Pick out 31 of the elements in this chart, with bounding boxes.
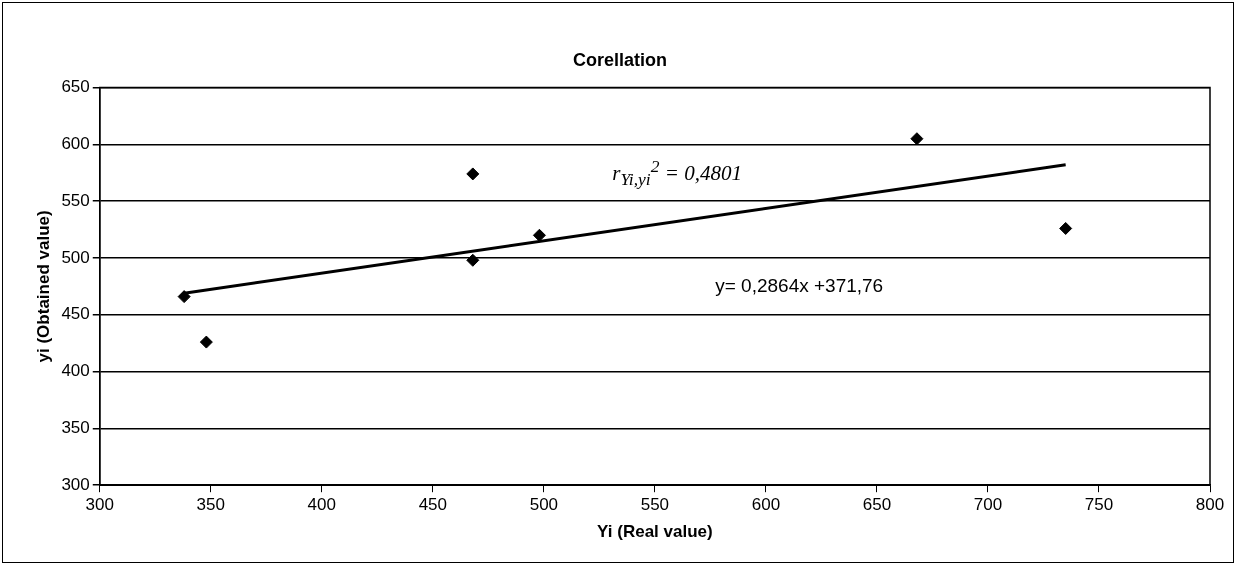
x-tick-label: 500: [529, 495, 559, 515]
point: [466, 253, 480, 267]
point: [466, 167, 480, 181]
x-tick-label: 600: [751, 495, 781, 515]
y-tick-label: 650: [61, 77, 90, 97]
x-tick-label: 700: [973, 495, 1003, 515]
x-tick-label: 750: [1084, 495, 1114, 515]
x-tick-label: 450: [418, 495, 448, 515]
annotation: r$_{Yi,yi}$$^{2}$ = 0,4801: [608, 155, 746, 191]
y-tick-label: 550: [61, 190, 90, 210]
point: [532, 228, 546, 242]
x-tick-label: 550: [640, 495, 670, 515]
x-tick-label: 800: [1195, 495, 1225, 515]
annotation: y= 0,2864x +371,76: [711, 275, 888, 298]
y-axis-title: yi (Obtained value): [33, 210, 53, 363]
y-tick-label: 300: [61, 474, 90, 494]
chart-title: Corellation: [572, 49, 668, 70]
x-tick-label: 300: [85, 495, 114, 515]
x-axis-title: Yi (Real value): [597, 522, 713, 542]
point: [199, 335, 213, 349]
y-tick-label: 350: [61, 418, 90, 438]
x-tick-label: 650: [862, 495, 892, 515]
y-tick-label: 500: [61, 247, 90, 267]
point: [910, 132, 924, 146]
x-tick-label: 350: [196, 495, 225, 515]
y-tick-label: 600: [61, 134, 90, 154]
y-tick-label: 400: [61, 361, 90, 381]
point: [177, 290, 191, 304]
x-tick-label: 400: [307, 495, 336, 515]
point: [1059, 221, 1073, 235]
y-tick-label: 450: [61, 304, 90, 324]
